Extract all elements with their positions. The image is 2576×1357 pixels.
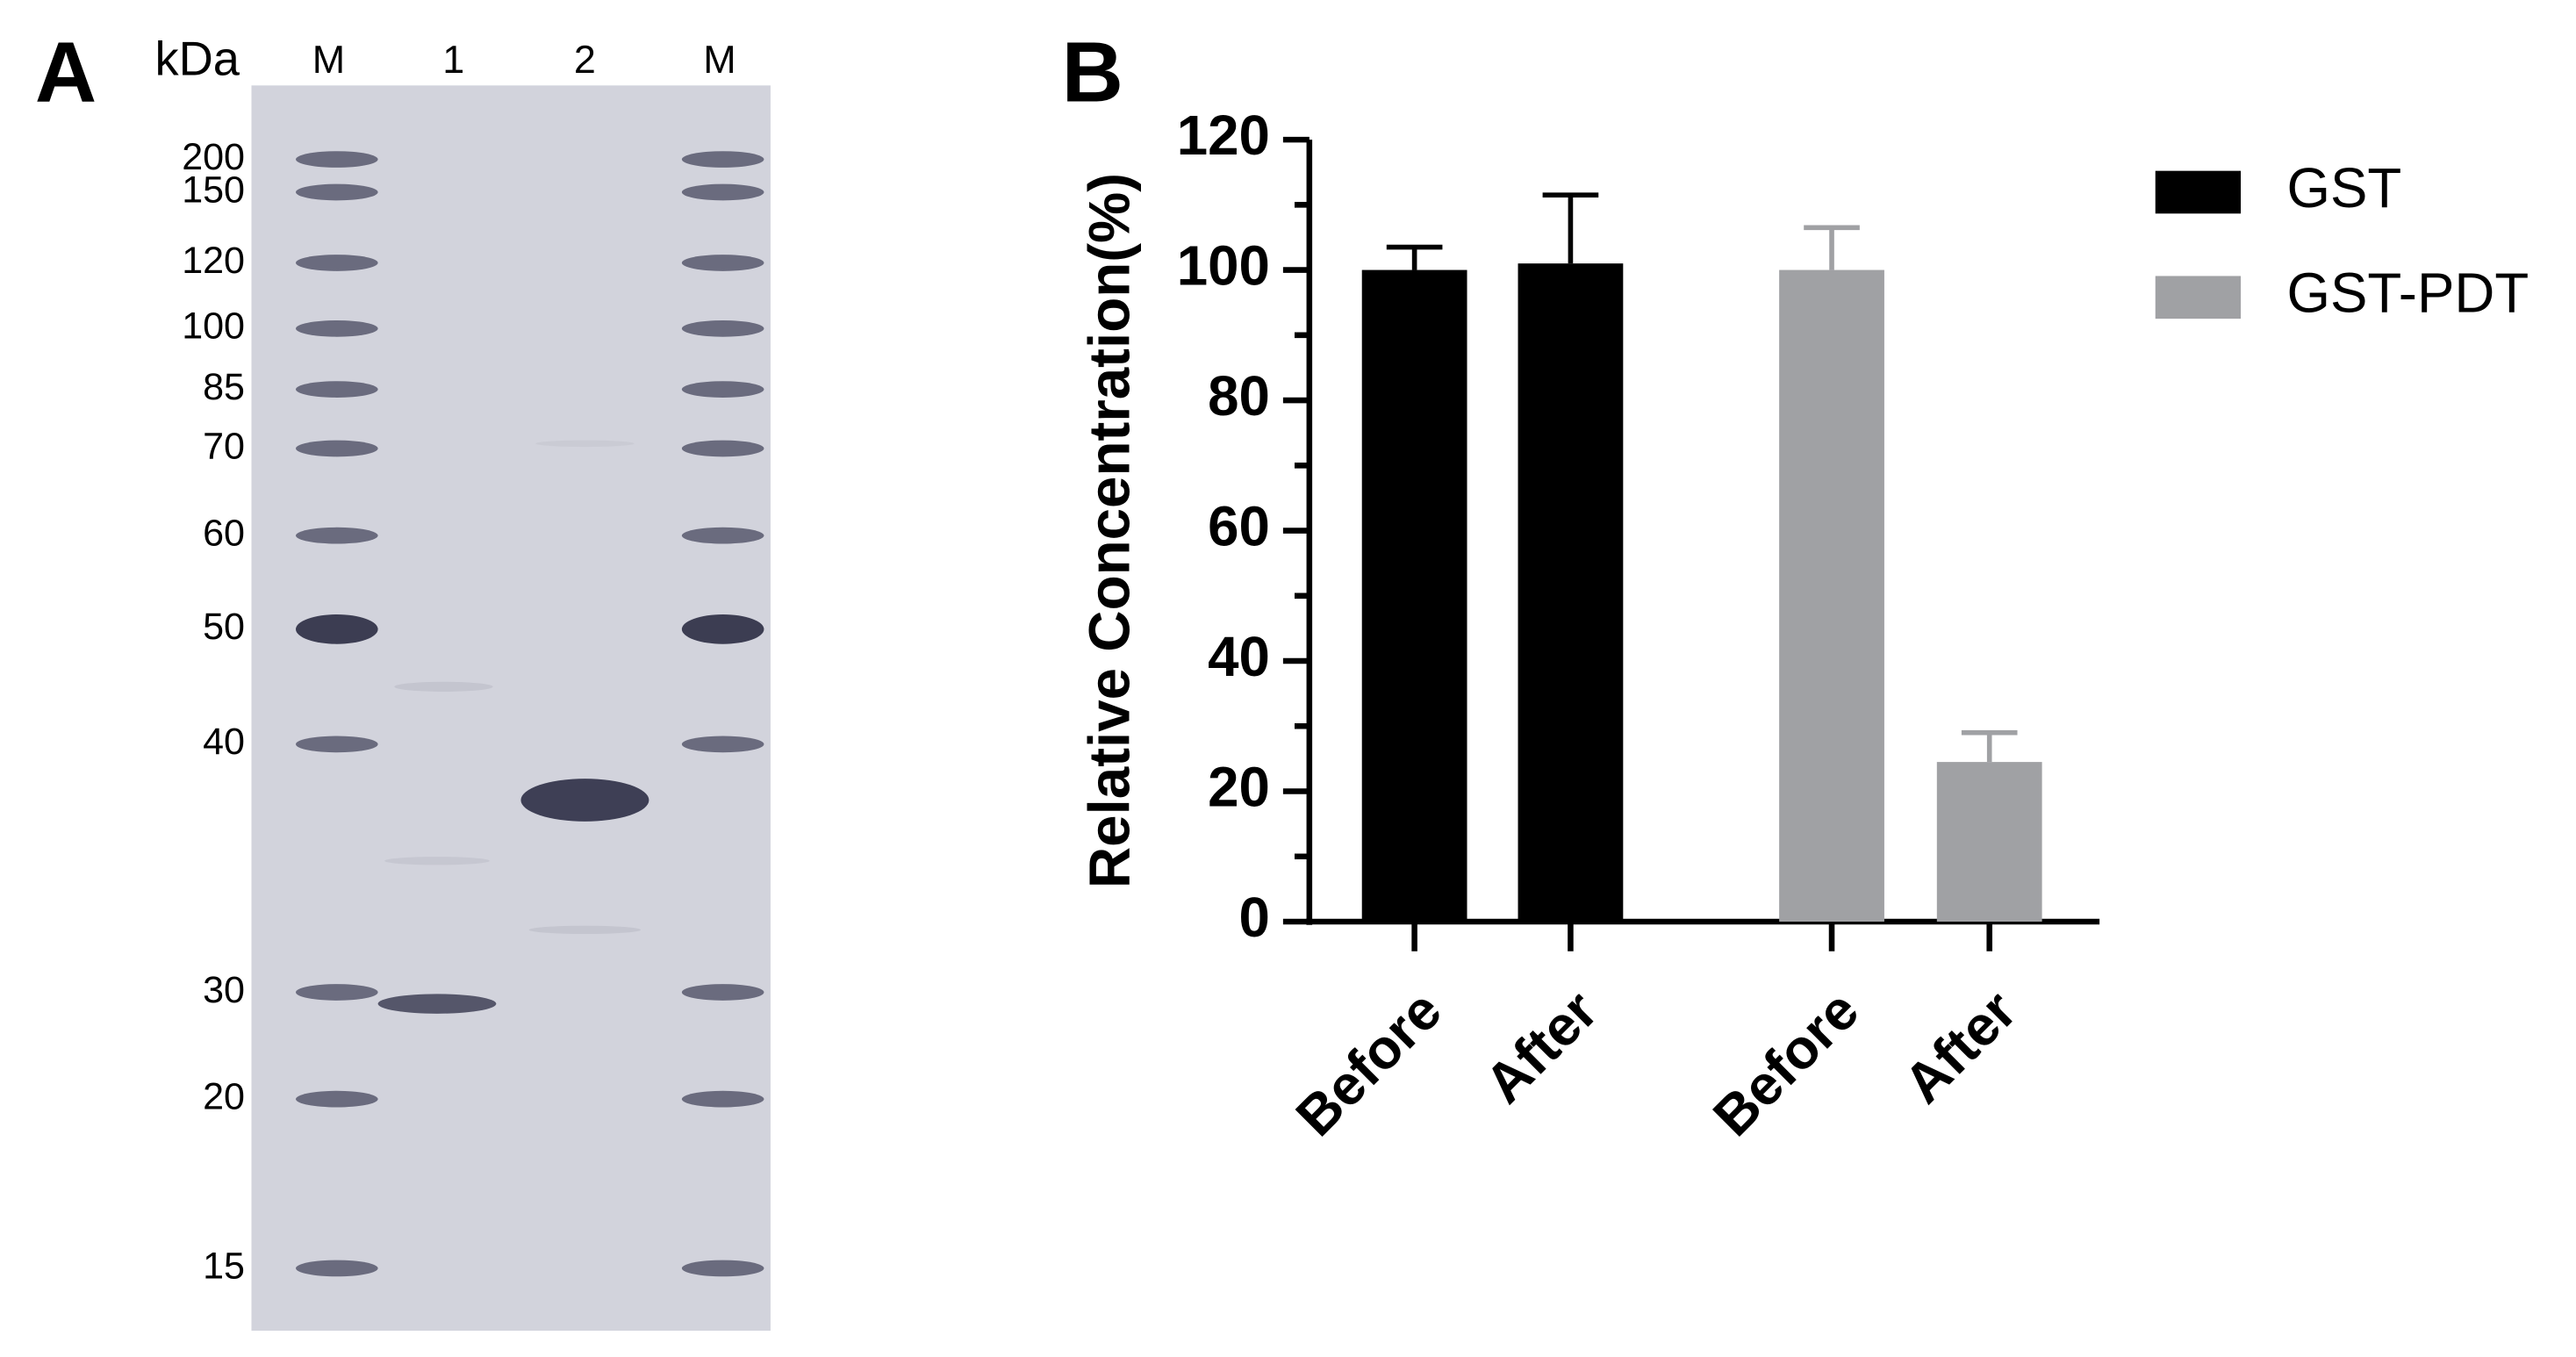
legend-label: GST [2286,157,2401,219]
marker-label: 15 [203,1245,245,1287]
marker-band [681,1260,764,1277]
marker-band [681,440,764,457]
bar [1779,269,1884,923]
marker-band [296,527,378,544]
x-tick-label: After [1892,979,2028,1115]
band [384,857,490,865]
error-bar [1804,225,1860,270]
unit-label: kDa [154,32,240,85]
marker-label: 85 [203,366,245,408]
marker-band [681,1090,764,1108]
marker-label: 60 [203,513,245,555]
panel-letter: A [35,25,97,120]
marker-label: 150 [182,169,245,211]
legend-swatch [2155,170,2242,214]
marker-band [296,614,378,644]
marker-band [681,381,764,398]
marker-band [296,151,378,168]
marker-label: 100 [182,305,245,348]
marker-band [296,183,378,201]
marker-label: 200 [182,136,245,178]
marker-label: 30 [203,969,245,1011]
marker-band [296,984,378,1001]
band [377,994,497,1014]
lane-label: 1 [442,37,464,82]
gel-background [251,85,771,1332]
marker-band [681,255,764,271]
legend-label: GST-PDT [2286,262,2529,325]
marker-band [681,984,764,1001]
marker-band [681,183,764,201]
marker-band [681,320,764,337]
y-tick-label: 60 [1208,495,1270,557]
legend-swatch [2155,276,2242,320]
marker-band [681,527,764,544]
y-tick-label: 0 [1239,887,1270,949]
marker-label: 70 [203,425,245,467]
marker-band [296,381,378,398]
y-tick-label: 100 [1177,234,1270,297]
bar [1518,263,1624,923]
marker-label: 20 [203,1076,245,1118]
marker-label: 40 [203,721,245,763]
band [535,440,635,448]
y-tick-label: 120 [1177,104,1270,167]
bar [1361,269,1467,923]
marker-band [296,320,378,337]
marker-band [296,1090,378,1108]
band [394,681,493,692]
marker-band [296,1260,378,1277]
error-bar [1542,192,1599,264]
marker-band [681,736,764,753]
y-axis-label: Relative Concentration(%) [1077,173,1141,888]
x-tick-label: After [1473,979,1609,1115]
error-bar [1386,244,1443,270]
marker-band [296,736,378,753]
marker-band [296,255,378,271]
marker-label: 50 [203,606,245,648]
error-bar [1961,729,2018,763]
y-tick-label: 40 [1208,626,1270,688]
band [528,925,642,935]
x-tick-label: Before [1284,979,1453,1148]
y-tick-label: 20 [1208,756,1270,818]
marker-label: 120 [182,240,245,282]
lane-label: 2 [574,37,596,82]
lane-label: M [703,37,735,82]
lane-label: M [312,37,345,82]
band [520,779,649,822]
marker-band [681,614,764,644]
x-tick-label: Before [1702,979,1871,1148]
marker-band [296,440,378,457]
gel-bands [377,440,649,1014]
y-tick-label: 80 [1208,365,1270,427]
panel-letter: B [1062,25,1123,120]
marker-band [681,151,764,168]
bar [1936,762,2042,923]
